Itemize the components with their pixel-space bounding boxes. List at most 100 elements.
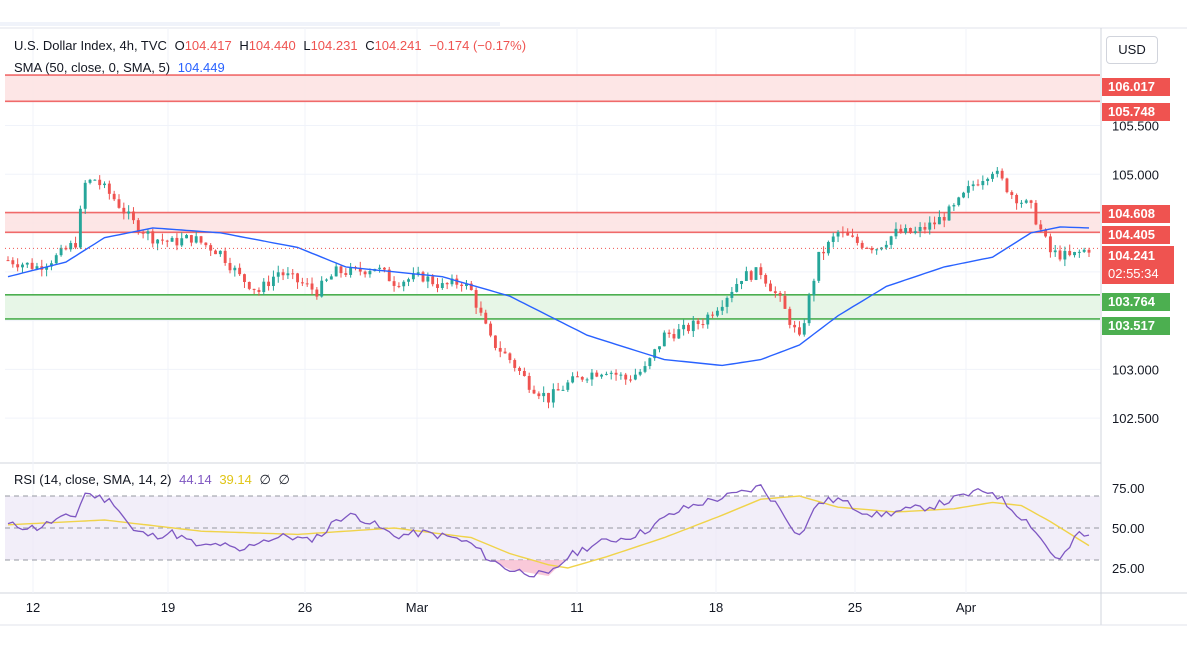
candle-down [247,281,251,289]
rsi-tick-label: 75.00 [1112,481,1145,496]
time-tick-label: 26 [298,600,312,615]
candle-up [465,283,468,286]
candle-up [88,179,92,183]
support-zone [5,294,1100,319]
candle-down [209,245,213,251]
candle-down [74,243,78,248]
candle-up [271,276,275,287]
candle-down [363,271,367,275]
candle-up [913,231,917,234]
candle-down [98,179,102,186]
candle-down [759,267,763,276]
candle-up [807,295,811,324]
candle-down [344,273,348,275]
candle-up [619,374,623,376]
candle-down [469,283,473,291]
candle-down [764,275,768,284]
candle-up [93,179,97,181]
candle-down [1015,194,1019,204]
candle-up [894,228,898,237]
candle-up [416,272,420,274]
candle-up [720,306,724,311]
candle-up [585,379,589,381]
open-value: 104.417 [184,38,232,53]
candle-down [141,232,145,234]
candle-down [199,236,203,243]
candle-down [397,285,401,287]
candle-down [228,262,232,271]
high-value: 104.440 [248,38,296,53]
rsi-label: RSI (14, close, SMA, 14, 2) [14,472,172,487]
candle-down [117,199,121,208]
candle-down [841,232,845,234]
candle-down [508,353,512,361]
candle-up [677,329,681,339]
candle-up [69,243,73,250]
rsi-legend[interactable]: RSI (14, close, SMA, 14, 2) 44.14 39.14 … [14,472,294,488]
candle-up [1073,252,1076,256]
close-value: 104.241 [374,38,422,53]
candle-down [783,295,787,309]
candle-down [976,184,980,186]
candle-down [1029,200,1033,203]
candle-up [83,182,87,209]
candle-up [59,247,63,256]
candle-up [715,310,719,316]
price-tag-r1-top: 106.017 [1102,78,1170,96]
rsi-extra-2: ∅ [278,472,290,487]
candle-down [489,323,493,336]
candle-up [325,279,328,281]
candle-down [1010,192,1014,195]
candle-up [276,272,280,277]
candle-down [933,222,937,225]
candle-down [358,267,362,272]
candle-down [238,267,242,275]
candle-down [431,276,435,285]
candle-down [537,393,541,397]
candle-up [103,183,106,186]
rsi-ma-line [7,495,1090,569]
candle-down [672,334,676,339]
open-label: O [174,38,185,53]
candle-down [855,236,859,243]
candle-down [556,389,560,391]
candle-up [1019,202,1023,204]
candle-up [349,267,353,275]
candle-down [576,376,579,378]
candle-up [21,264,24,268]
bar-countdown: 02:55:34 [1108,266,1159,281]
candle-down [252,288,256,290]
candle-down [860,242,864,248]
candle-down [503,351,507,354]
candle-up [952,205,956,207]
candle-down [547,392,550,403]
candle-down [460,284,464,286]
sma-label: SMA (50, close, 0, SMA, 5) [14,60,171,75]
candle-down [136,220,140,233]
candle-up [185,235,188,239]
sma-legend[interactable]: SMA (50, close, 0, SMA, 5) 104.449 [14,60,229,75]
candle-up [146,231,150,234]
candle-up [966,186,970,193]
candle-up [1082,249,1086,252]
sma-value: 104.449 [177,60,225,75]
candle-down [6,260,10,262]
time-tick-label: 25 [848,600,862,615]
candle-down [899,228,903,233]
candle-down [778,293,782,296]
candle-up [49,263,53,267]
candle-down [522,370,526,376]
candle-up [378,267,382,269]
candle-down [909,228,912,234]
candle-down [769,283,772,292]
rsi-tick-label: 25.00 [1112,561,1145,576]
top-toolbar-strip [0,22,500,26]
currency-button[interactable]: USD [1106,36,1158,64]
candle-down [798,327,801,335]
candle-up [170,237,174,242]
candle-up [1077,251,1081,253]
candle-down [701,324,705,326]
candle-down [532,389,536,394]
